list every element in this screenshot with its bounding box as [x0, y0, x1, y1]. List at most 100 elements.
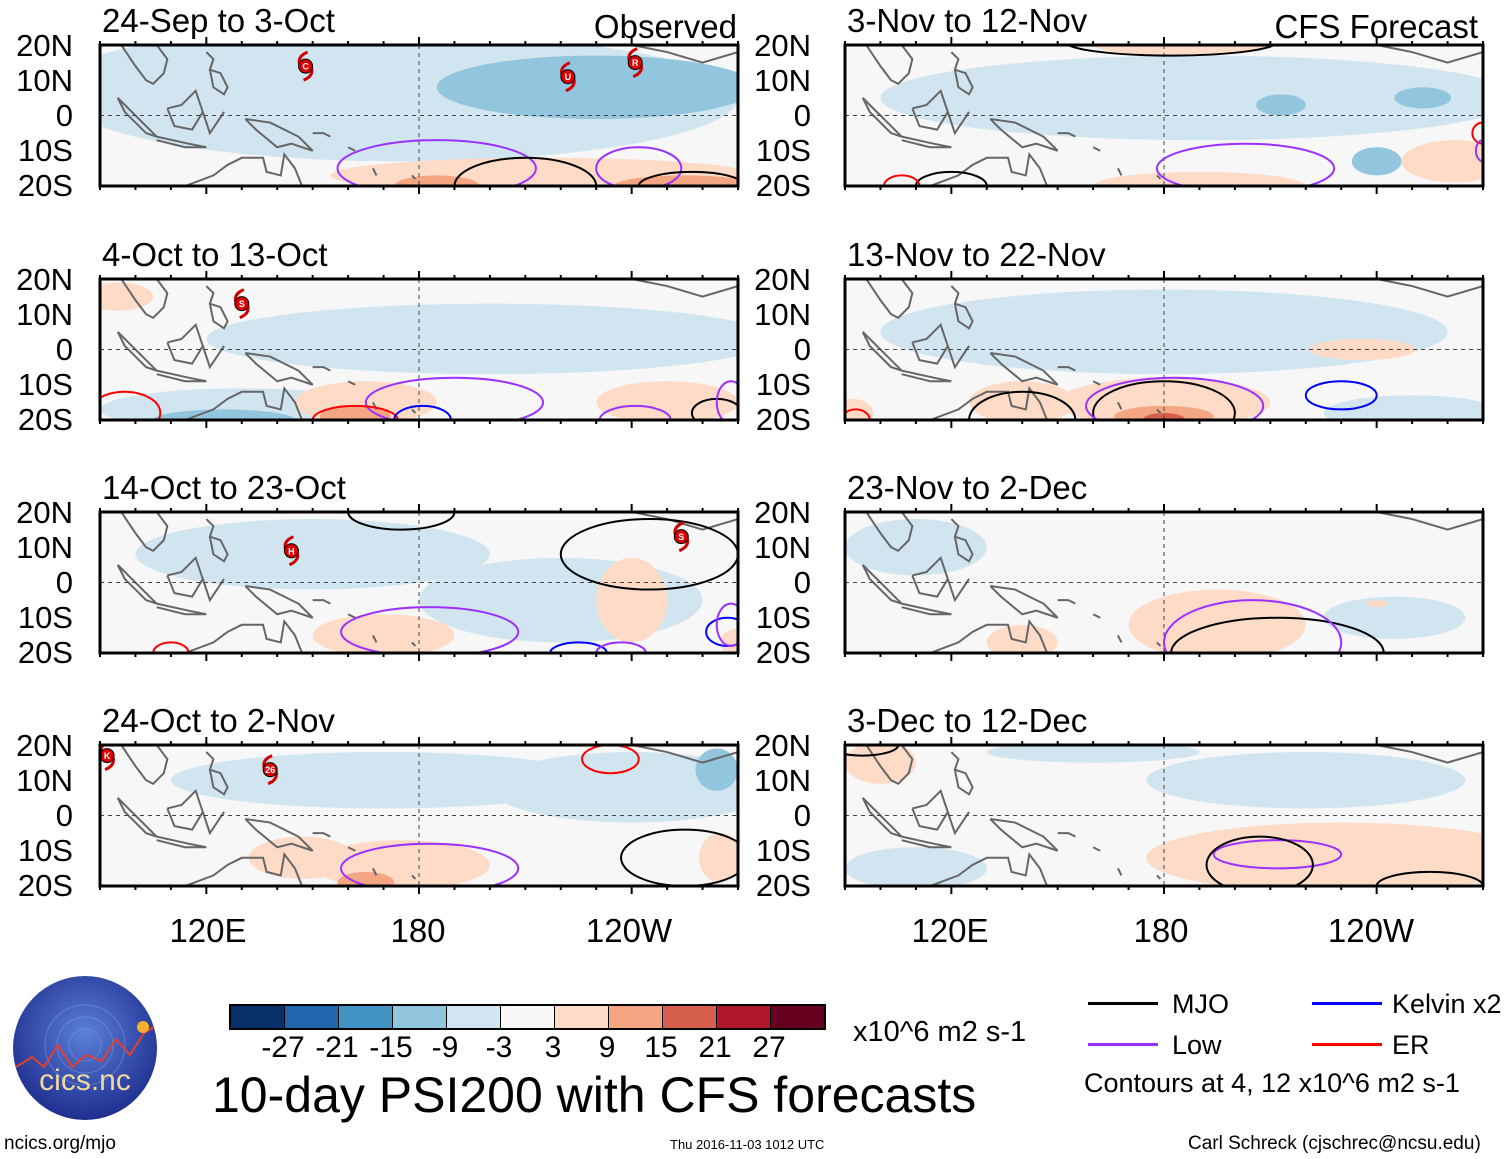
low-contour: [715, 380, 738, 420]
legend-mjo-label: MJO: [1172, 989, 1229, 1019]
coastline: [861, 797, 903, 838]
colorbar-tick-label: -21: [315, 1031, 359, 1064]
coastline: [312, 132, 331, 138]
footer-timestamp: Thu 2016-11-03 1012 UTC: [670, 1137, 825, 1152]
anomaly-region: [845, 847, 987, 886]
coastline: [205, 518, 229, 563]
coastline: [244, 585, 314, 619]
coastline: [1156, 408, 1162, 414]
lat-label: 10N: [754, 763, 811, 798]
storm-label: 26: [265, 765, 275, 775]
lat-label: 10N: [754, 530, 811, 565]
anomaly-region: [206, 303, 738, 375]
coastline: [1341, 745, 1483, 764]
coastline: [156, 602, 207, 616]
anomaly-region: [1256, 94, 1306, 116]
anomaly-region: [695, 748, 738, 791]
kelvin-contour: [393, 404, 452, 420]
coastline: [1156, 874, 1162, 880]
coastline: [929, 151, 1048, 186]
storm-label: R: [632, 58, 639, 68]
low-contour: [1212, 839, 1343, 870]
coastline: [116, 331, 158, 372]
lat-label: 10S: [17, 833, 73, 868]
coastline: [950, 751, 974, 796]
lat-label: 0: [793, 798, 811, 833]
anomaly-region: [1401, 140, 1483, 183]
legend-low-line: [1088, 1043, 1158, 1046]
lat-label: 0: [55, 565, 73, 600]
lon-label-180-left: 180: [390, 912, 446, 949]
anomaly-region: [613, 175, 738, 186]
lat-label: 10N: [754, 63, 811, 98]
legend-er-label: ER: [1392, 1030, 1430, 1060]
lat-label: 20S: [755, 868, 811, 903]
coastline: [989, 118, 1059, 152]
coastline: [411, 174, 417, 180]
coastline: [1092, 380, 1101, 386]
lat-label: 20S: [17, 402, 73, 437]
coastline: [1117, 167, 1123, 176]
figure-title: 10-day PSI200 with CFS forecasts: [212, 1067, 977, 1123]
lat-label: 10S: [17, 600, 73, 635]
coastline: [116, 797, 158, 838]
mjo-contour: [1205, 835, 1314, 886]
anomaly-region: [1323, 395, 1483, 420]
coastline: [861, 564, 903, 605]
low-contour: [598, 404, 672, 420]
lat-label: 20N: [754, 495, 811, 530]
anomaly-region: [1394, 87, 1452, 109]
legend-mjo-line: [1088, 1002, 1158, 1005]
colorbar-swatch: [771, 1006, 824, 1028]
low-contour: [336, 139, 537, 186]
coastline: [1092, 846, 1101, 852]
low-contour: [715, 602, 738, 647]
lat-label: 20S: [755, 402, 811, 437]
map-panel: C U R: [98, 37, 740, 194]
coastline: [312, 366, 331, 372]
coastline: [347, 380, 356, 386]
colorbar-tick-label: 9: [598, 1031, 616, 1064]
legend-contour-note: Contours at 4, 12 x10^6 m2 s-1: [1084, 1068, 1460, 1098]
lat-label: 0: [793, 98, 811, 133]
anomaly-region: [969, 381, 1076, 420]
storm-label: S: [239, 299, 245, 309]
coastline: [372, 634, 378, 643]
mjo-contour: [1170, 616, 1385, 653]
lat-label: 20N: [16, 28, 73, 63]
anomaly-region: [436, 55, 738, 120]
coastline: [929, 385, 1048, 420]
coastline: [156, 369, 207, 383]
coastline: [1156, 641, 1162, 647]
coastline: [372, 867, 378, 876]
mjo-contour: [453, 156, 598, 186]
coastline: [865, 45, 914, 85]
lat-label: 10S: [755, 600, 811, 635]
anomaly-region: [1366, 600, 1388, 608]
lat-label: 20N: [16, 262, 73, 297]
anomaly-region: [1351, 147, 1402, 176]
coastline: [184, 151, 303, 186]
tropical-cyclone-marker: S: [233, 288, 250, 320]
colorbar-tick-label: -27: [261, 1031, 305, 1064]
colorbar-swatch: [501, 1006, 555, 1028]
lat-label: 10S: [17, 367, 73, 402]
coastline: [166, 555, 204, 598]
colorbar-swatch: [555, 1006, 609, 1028]
er-contour: [845, 408, 871, 420]
coastline: [1341, 279, 1483, 298]
lat-label: 20N: [754, 28, 811, 63]
colorbar-swatch: [339, 1006, 393, 1028]
mjo-contour: [1066, 45, 1276, 57]
anomaly-region: [135, 519, 490, 590]
anomaly-region: [248, 836, 356, 879]
coastline: [1117, 867, 1123, 876]
storm-label: K: [104, 751, 111, 761]
panel-title: 4-Oct to 13-Oct: [102, 236, 328, 273]
lon-label-180-right: 180: [1133, 912, 1189, 949]
coastline: [861, 97, 903, 138]
coastline: [244, 352, 314, 386]
kelvin-contour: [1304, 380, 1378, 411]
anomaly-region: [489, 752, 738, 823]
